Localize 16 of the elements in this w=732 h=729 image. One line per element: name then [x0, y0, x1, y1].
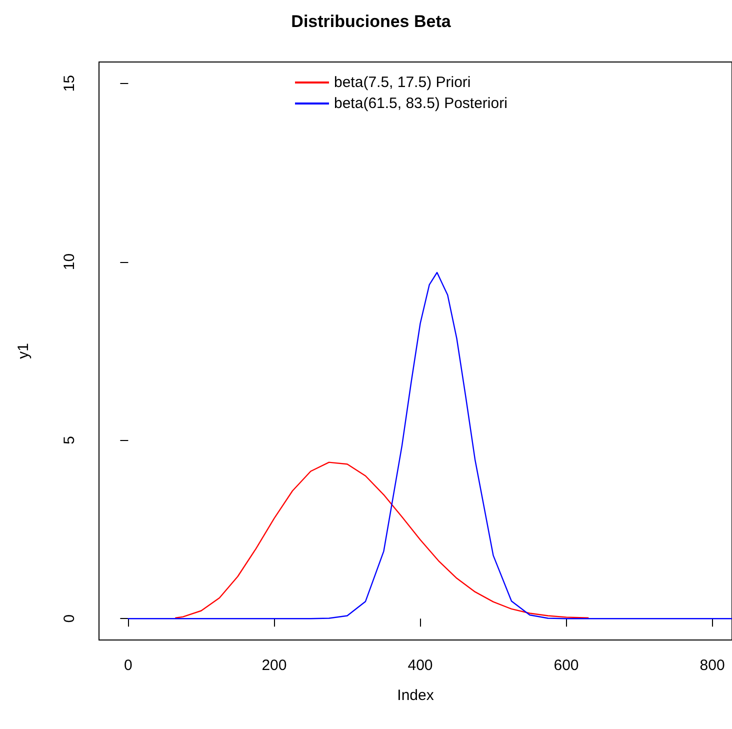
y-tick-label: 0 — [61, 614, 78, 623]
y-tick-label: 5 — [61, 436, 78, 444]
x-tick-label: 200 — [262, 657, 287, 674]
chart-title: Distribuciones Beta — [291, 12, 452, 31]
legend-label: beta(61.5, 83.5) Posteriori — [334, 95, 508, 112]
x-axis-title: Index — [397, 687, 434, 704]
line-series — [128, 272, 732, 620]
x-tick-label: 600 — [554, 657, 579, 674]
x-tick-label: 0 — [124, 657, 132, 674]
x-tick-label: 800 — [700, 657, 725, 674]
x-tick-label: 400 — [408, 657, 433, 674]
y-tick-label: 10 — [61, 253, 78, 270]
y-tick-label: 15 — [61, 75, 78, 92]
y-axis-title: y1 — [15, 343, 32, 359]
legend-label: beta(7.5, 17.5) Priori — [334, 74, 471, 91]
line-series — [175, 462, 589, 618]
